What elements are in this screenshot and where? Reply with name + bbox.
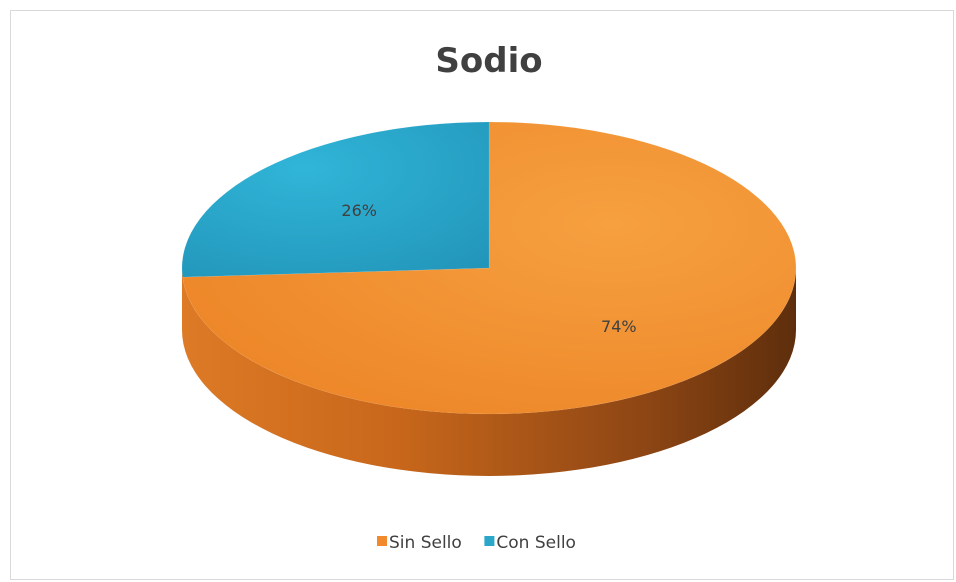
legend-swatch-con-sello (484, 536, 495, 546)
data-labels: 74% 26% (341, 201, 636, 336)
legend-label-sin-sello: Sin Sello (389, 533, 462, 553)
pie-slice-con-sello (181, 121, 490, 278)
legend-swatch-sin-sello (377, 536, 387, 546)
pie-group (181, 121, 797, 476)
legend-label-con-sello: Con Sello (496, 533, 576, 553)
pie-slice-sin-sello (182, 121, 797, 415)
data-label-con-sello: 26% (341, 201, 377, 220)
legend: Sin Sello Con Sello (377, 533, 576, 553)
pie-side-sin-sello (182, 268, 796, 476)
data-label-sin-sello: 74% (601, 317, 637, 336)
chart-title: Sodio (435, 41, 542, 81)
